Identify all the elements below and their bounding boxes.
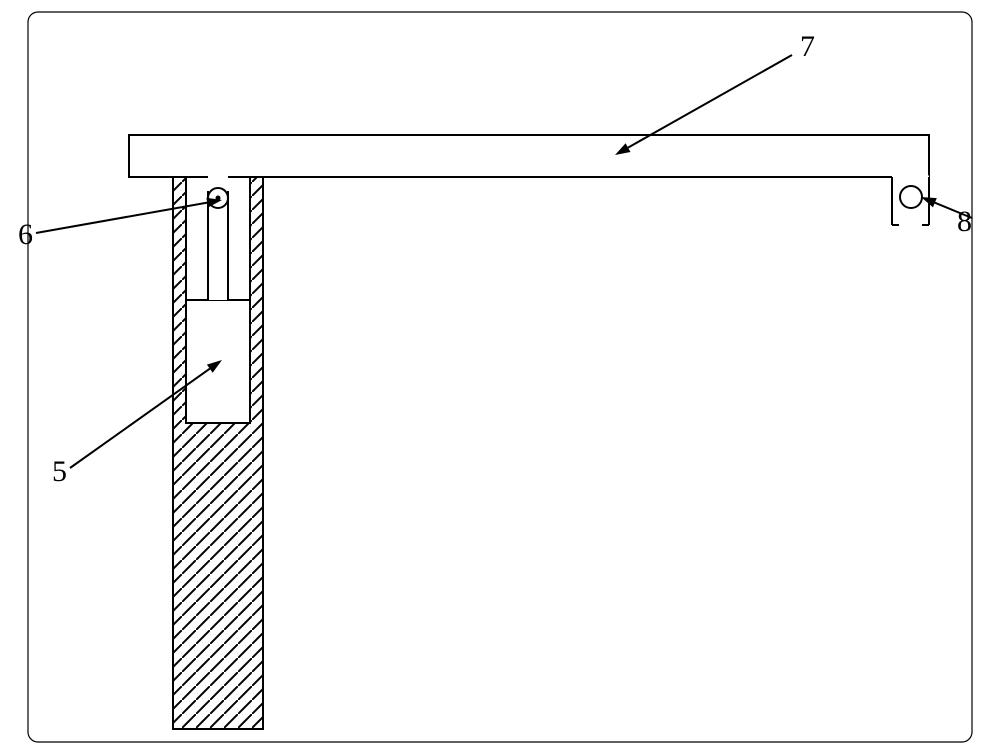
leader-7-line [628, 55, 792, 148]
label-7: 7 [800, 30, 815, 64]
outer-frame [28, 12, 972, 742]
label-8: 8 [957, 205, 972, 239]
label-5: 5 [52, 455, 67, 489]
label-6: 6 [18, 218, 33, 252]
top-bar [129, 135, 929, 177]
right-pulley-circle [900, 186, 922, 208]
